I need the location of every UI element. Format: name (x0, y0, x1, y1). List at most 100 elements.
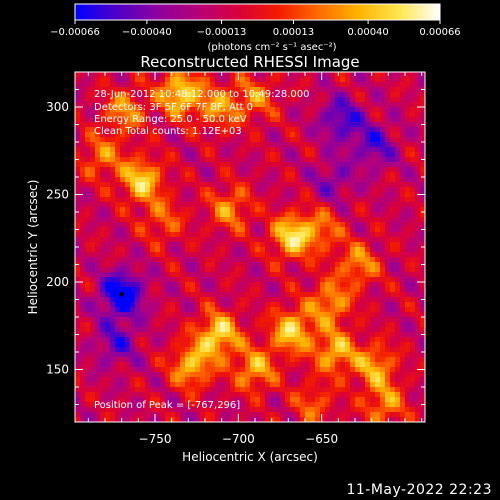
heatmap-pixel (365, 352, 371, 358)
heatmap-pixel (125, 162, 131, 168)
heatmap-pixel (260, 112, 266, 118)
heatmap-pixel (160, 402, 166, 408)
heatmap-pixel (295, 102, 301, 108)
heatmap-pixel (320, 352, 326, 358)
heatmap-pixel (385, 142, 391, 148)
heatmap-pixel (215, 87, 221, 93)
heatmap-pixel (280, 212, 286, 218)
heatmap-pixel (360, 327, 366, 333)
heatmap-pixel (250, 252, 256, 258)
heatmap-pixel (260, 87, 266, 93)
heatmap-pixel (270, 327, 276, 333)
heatmap-pixel (280, 227, 286, 233)
heatmap-pixel (375, 222, 381, 228)
heatmap-pixel (285, 162, 291, 168)
heatmap-pixel (215, 417, 221, 422)
heatmap-pixel (160, 202, 166, 208)
heatmap-pixel (420, 407, 425, 413)
heatmap-pixel (225, 372, 231, 378)
heatmap-pixel (330, 412, 336, 418)
heatmap-pixel (320, 267, 326, 273)
heatmap-pixel (135, 347, 141, 353)
heatmap-pixel (300, 107, 306, 113)
heatmap-pixel (95, 182, 101, 188)
heatmap-pixel (240, 392, 246, 398)
heatmap-pixel (335, 207, 341, 213)
heatmap-pixel (380, 257, 386, 263)
heatmap-pixel (105, 117, 111, 123)
heatmap-pixel (290, 257, 296, 263)
heatmap-pixel (305, 87, 311, 93)
heatmap-pixel (255, 87, 261, 93)
heatmap-pixel (130, 172, 136, 178)
heatmap-pixel (410, 302, 416, 308)
heatmap-pixel (390, 167, 396, 173)
heatmap-pixel (190, 267, 196, 273)
heatmap-pixel (310, 387, 316, 393)
heatmap-pixel (235, 217, 241, 223)
heatmap-pixel (280, 202, 286, 208)
heatmap-pixel (150, 92, 156, 98)
heatmap-pixel (380, 287, 386, 293)
heatmap-pixel (290, 157, 296, 163)
heatmap-pixel (165, 237, 171, 243)
heatmap-pixel (260, 347, 266, 353)
heatmap-pixel (335, 322, 341, 328)
heatmap-pixel (250, 407, 256, 413)
heatmap-pixel (375, 262, 381, 268)
heatmap-pixel (170, 207, 176, 213)
heatmap-pixel (295, 267, 301, 273)
heatmap-pixel (105, 412, 111, 418)
heatmap-pixel (245, 152, 251, 158)
heatmap-pixel (75, 207, 81, 213)
heatmap-pixel (105, 157, 111, 163)
heatmap-pixel (330, 377, 336, 383)
heatmap-pixel (235, 152, 241, 158)
heatmap-pixel (85, 152, 91, 158)
heatmap-pixel (205, 257, 211, 263)
heatmap-pixel (255, 262, 261, 268)
heatmap-pixel (355, 372, 361, 378)
heatmap-pixel (375, 362, 381, 368)
heatmap-pixel (160, 342, 166, 348)
heatmap-pixel (110, 352, 116, 358)
heatmap-pixel (140, 262, 146, 268)
heatmap-pixel (130, 162, 136, 168)
heatmap-pixel (95, 402, 101, 408)
heatmap-pixel (245, 317, 251, 323)
heatmap-pixel (110, 307, 116, 313)
heatmap-pixel (295, 332, 301, 338)
heatmap-pixel (275, 362, 281, 368)
heatmap-pixel (250, 127, 256, 133)
heatmap-pixel (410, 157, 416, 163)
heatmap-pixel (220, 292, 226, 298)
heatmap-pixel (240, 77, 246, 83)
heatmap-pixel (325, 397, 331, 403)
heatmap-pixel (205, 412, 211, 418)
heatmap-pixel (155, 297, 161, 303)
heatmap-pixel (375, 277, 381, 283)
heatmap-pixel (290, 352, 296, 358)
heatmap-pixel (420, 257, 425, 263)
heatmap-pixel (150, 292, 156, 298)
heatmap-pixel (100, 387, 106, 393)
heatmap-pixel (190, 407, 196, 413)
heatmap-pixel (405, 282, 411, 288)
heatmap-pixel (210, 237, 216, 243)
heatmap-pixel (165, 317, 171, 323)
heatmap-pixel (280, 82, 286, 88)
heatmap-pixel (335, 197, 341, 203)
heatmap-pixel (305, 82, 311, 88)
heatmap-pixel (280, 382, 286, 388)
heatmap-pixel (350, 232, 356, 238)
heatmap-pixel (330, 337, 336, 343)
heatmap-pixel (355, 127, 361, 133)
heatmap-pixel (220, 162, 226, 168)
heatmap-pixel (275, 352, 281, 358)
heatmap-pixel (360, 172, 366, 178)
heatmap-pixel (185, 122, 191, 128)
heatmap-pixel (320, 197, 326, 203)
heatmap-pixel (260, 242, 266, 248)
heatmap-pixel (305, 407, 311, 413)
heatmap-pixel (155, 112, 161, 118)
